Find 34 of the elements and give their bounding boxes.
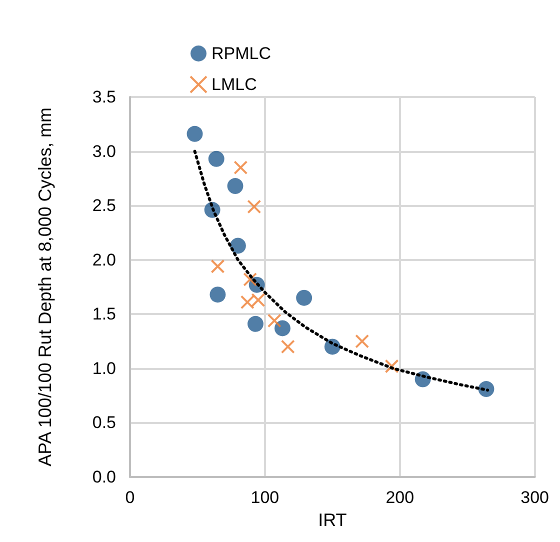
point	[186, 126, 203, 142]
point	[230, 238, 246, 254]
y-axis-title: APA 100/100 Rut Depth at 8,000 Cycles, mm	[35, 108, 55, 466]
legend-label: RPMLC	[212, 44, 272, 63]
point	[247, 200, 262, 214]
y-tick-label: 1.5	[92, 304, 116, 324]
x-tick-label: 0	[125, 488, 135, 507]
point	[210, 286, 226, 303]
point	[208, 150, 224, 167]
y-tick-label: 2.5	[92, 196, 116, 216]
y-tick-label: 2.0	[92, 250, 116, 270]
point	[355, 334, 370, 348]
point	[234, 160, 248, 175]
y-tick-label: 0.5	[92, 413, 116, 432]
x-tick-label: 300	[520, 488, 550, 507]
x-tick-label: 100	[250, 488, 280, 507]
x-tick-label: 200	[386, 488, 414, 507]
point	[274, 320, 290, 336]
y-tick-label: 0.0	[92, 468, 116, 486]
point	[267, 314, 282, 328]
point	[240, 295, 254, 310]
y-tick-label: 3.5	[92, 88, 116, 106]
point	[210, 259, 225, 274]
y-tick-label: 1.0	[92, 358, 116, 378]
point	[243, 272, 258, 286]
legend-label: LMLC	[212, 75, 257, 94]
point	[280, 340, 295, 354]
y-tick-label: 3.0	[92, 142, 116, 161]
point	[251, 293, 266, 308]
point	[384, 359, 399, 374]
point	[248, 316, 264, 332]
x-axis-title: IRT	[318, 510, 347, 530]
point	[296, 290, 312, 306]
point	[227, 178, 244, 194]
